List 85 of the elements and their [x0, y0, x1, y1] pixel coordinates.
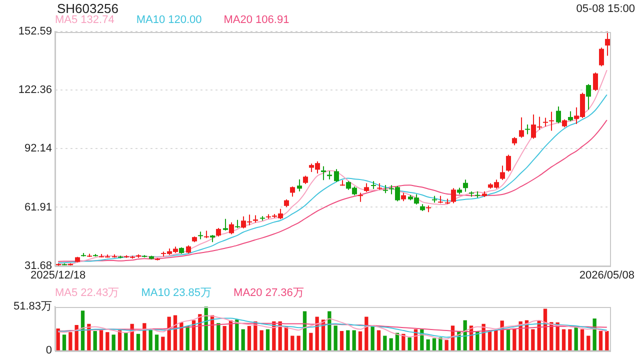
bar: [222, 326, 226, 350]
line-series: [58, 322, 608, 332]
candlestick: [463, 179, 468, 192]
candlestick: [586, 84, 591, 110]
candlestick: [297, 178, 302, 192]
candlestick: [519, 116, 524, 138]
bar: [494, 330, 498, 350]
bar: [106, 332, 110, 350]
bar: [340, 331, 344, 350]
bar: [68, 332, 72, 350]
y-tick-label: 31.68: [24, 260, 52, 272]
bar: [241, 329, 245, 350]
bar: [488, 331, 492, 350]
bar: [432, 338, 436, 350]
chart-title: SH603256: [57, 1, 118, 16]
text: MA5 22.43万: [55, 287, 120, 299]
bar: [506, 330, 510, 350]
bar: [376, 330, 381, 350]
candlestick: [290, 186, 295, 198]
bar: [586, 336, 590, 350]
bar: [605, 331, 609, 350]
bar: [383, 336, 387, 350]
candlestick: [568, 110, 573, 122]
candlestick: [229, 222, 234, 235]
candlestick: [593, 72, 598, 92]
bar: [290, 336, 294, 350]
bar: [216, 323, 220, 350]
candlestick: [451, 188, 456, 204]
candlestick: [549, 111, 554, 132]
bar: [112, 334, 116, 350]
candlestick: [340, 180, 345, 186]
text: 05-08 15:00: [576, 3, 635, 15]
bar: [99, 330, 104, 350]
bar: [62, 334, 66, 350]
candlestick: [358, 192, 363, 202]
bar: [580, 329, 584, 350]
candlestick: [223, 218, 228, 232]
candlestick: [599, 47, 604, 67]
y-tick-label: 92.14: [24, 142, 52, 155]
bar: [247, 326, 252, 350]
bar: [346, 330, 350, 350]
candlestick: [321, 166, 326, 181]
candlestick: [605, 31, 610, 56]
bar: [512, 328, 516, 350]
series-label: MA10 23.85万: [141, 287, 212, 299]
bar: [136, 334, 140, 350]
bar: [444, 340, 448, 350]
y-tick-label: 152.59: [18, 26, 52, 38]
bar: [352, 330, 356, 350]
bar: [574, 326, 578, 350]
bar: [161, 336, 165, 350]
text: MA10 120.00: [136, 14, 202, 26]
text: MA20 106.91: [224, 14, 290, 26]
bar: [598, 331, 603, 350]
y-tick-label: 61.91: [24, 201, 52, 214]
candlestick: [334, 168, 339, 182]
bar: [426, 339, 430, 350]
candlestick: [525, 124, 530, 135]
bar: [124, 332, 128, 350]
bar: [531, 329, 535, 350]
line-series: [58, 120, 608, 262]
bar: [296, 336, 300, 350]
x-tick-label: 2026/05/08: [579, 269, 634, 282]
x-tick-label: 2025/12/18: [30, 269, 86, 282]
bar: [309, 332, 313, 350]
bar: [154, 334, 159, 350]
bar: [260, 330, 264, 350]
y-tick-label: 0: [46, 344, 52, 356]
text: MA20 27.36万: [234, 287, 304, 299]
candlestick: [506, 154, 511, 172]
text: MA5 132.74: [55, 14, 114, 26]
bar: [93, 331, 97, 350]
bar: [334, 326, 338, 350]
bar: [562, 329, 566, 350]
bar: [389, 338, 393, 350]
bar: [568, 329, 572, 350]
bar: [266, 329, 270, 350]
bar: [408, 337, 412, 350]
y-tick-label: 122.36: [18, 84, 52, 96]
candlestick: [204, 230, 209, 239]
candlestick: [500, 165, 505, 180]
bar: [358, 331, 362, 350]
y-tick-label: 51.83万: [13, 300, 52, 313]
candlestick: [556, 106, 561, 124]
bar: [80, 310, 85, 350]
